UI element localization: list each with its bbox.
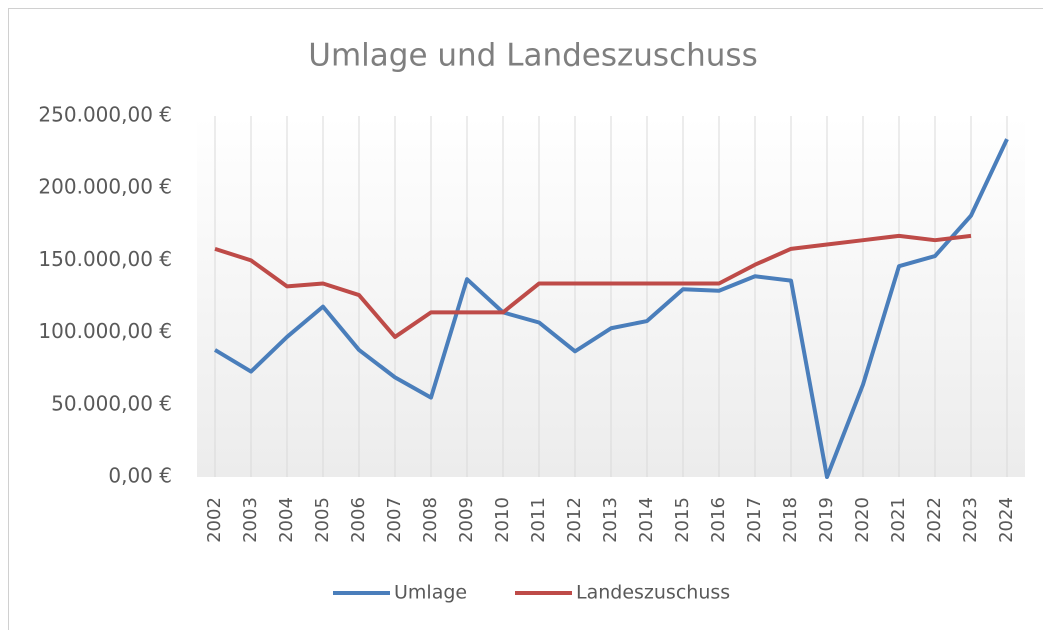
y-tick-label: 250.000,00 € xyxy=(38,103,172,127)
y-tick-label: 0,00 € xyxy=(108,464,172,488)
legend-label: Landeszuschuss xyxy=(576,582,730,604)
x-tick-label: 2023 xyxy=(960,497,981,543)
y-tick-label: 150.000,00 € xyxy=(38,247,172,271)
x-tick-label: 2020 xyxy=(852,497,873,543)
x-tick-label: 2011 xyxy=(528,497,549,543)
x-tick-label: 2007 xyxy=(384,497,405,543)
x-tick-label: 2002 xyxy=(204,497,225,543)
x-tick-label: 2019 xyxy=(816,497,837,543)
y-tick-label: 100.000,00 € xyxy=(38,319,172,343)
x-tick-label: 2003 xyxy=(240,497,261,543)
x-tick-label: 2017 xyxy=(744,497,765,543)
x-tick-label: 2024 xyxy=(996,497,1017,543)
x-tick-label: 2014 xyxy=(636,497,657,543)
series-line xyxy=(214,233,972,339)
y-tick-label: 200.000,00 € xyxy=(38,175,172,199)
legend-label: Umlage xyxy=(394,582,467,604)
chart-title: Umlage und Landeszuschuss xyxy=(308,38,757,74)
x-tick-label: 2010 xyxy=(492,497,513,543)
series-line xyxy=(213,138,1009,479)
x-tick-label: 2021 xyxy=(888,497,909,543)
x-tick-label: 2005 xyxy=(312,497,333,543)
y-tick-label: 50.000,00 € xyxy=(51,391,172,415)
x-tick-label: 2009 xyxy=(456,497,477,543)
x-tick-label: 2008 xyxy=(420,497,441,543)
x-tick-label: 2022 xyxy=(924,497,945,543)
x-tick-label: 2016 xyxy=(708,497,729,543)
x-tick-label: 2015 xyxy=(672,497,693,543)
x-tick-label: 2013 xyxy=(600,497,621,543)
x-tick-label: 2018 xyxy=(780,497,801,543)
x-tick-label: 2006 xyxy=(348,497,369,543)
x-tick-label: 2012 xyxy=(564,497,585,543)
x-tick-label: 2004 xyxy=(276,497,297,543)
